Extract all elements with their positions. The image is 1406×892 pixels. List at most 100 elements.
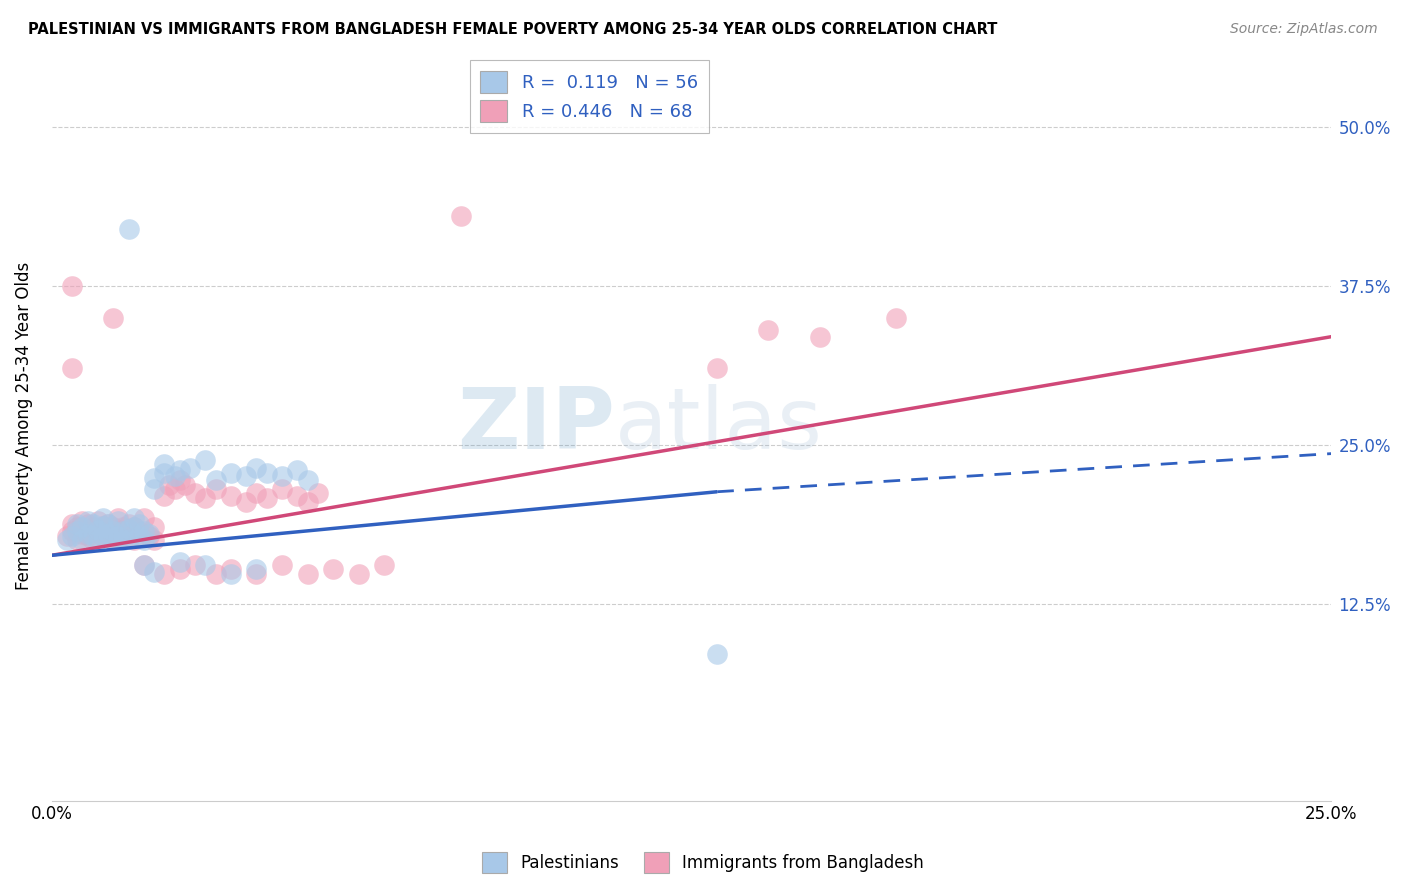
Point — [82, 529, 104, 543]
Point — [91, 511, 114, 525]
Point — [101, 533, 124, 547]
Point — [297, 567, 319, 582]
Point — [97, 526, 120, 541]
Point — [307, 486, 329, 500]
Point — [194, 453, 217, 467]
Point — [169, 473, 191, 487]
Point — [122, 533, 145, 547]
Point — [101, 310, 124, 325]
Point — [82, 533, 104, 547]
Point — [101, 533, 124, 547]
Point — [194, 491, 217, 505]
Point — [143, 471, 166, 485]
Point — [72, 514, 94, 528]
Point — [245, 460, 267, 475]
Point — [66, 533, 89, 547]
Point — [97, 516, 120, 531]
Point — [184, 558, 207, 573]
Point — [153, 466, 176, 480]
Point — [204, 473, 226, 487]
Point — [235, 469, 257, 483]
Point — [143, 482, 166, 496]
Point — [297, 473, 319, 487]
Point — [76, 526, 98, 541]
Point — [143, 565, 166, 579]
Point — [132, 533, 155, 547]
Point — [66, 520, 89, 534]
Point — [87, 514, 110, 528]
Point — [117, 526, 139, 541]
Point — [128, 516, 150, 531]
Point — [132, 524, 155, 538]
Point — [112, 533, 135, 547]
Point — [60, 524, 83, 538]
Point — [347, 567, 370, 582]
Point — [138, 526, 160, 541]
Point — [204, 567, 226, 582]
Point — [87, 523, 110, 537]
Point — [159, 478, 181, 492]
Point — [107, 511, 129, 525]
Point — [132, 511, 155, 525]
Point — [132, 558, 155, 573]
Point — [60, 278, 83, 293]
Point — [245, 562, 267, 576]
Point — [235, 495, 257, 509]
Point — [87, 524, 110, 538]
Point — [287, 489, 309, 503]
Y-axis label: Female Poverty Among 25-34 Year Olds: Female Poverty Among 25-34 Year Olds — [15, 261, 32, 590]
Point — [117, 522, 139, 536]
Text: ZIP: ZIP — [457, 384, 614, 467]
Point — [97, 516, 120, 531]
Point — [66, 516, 89, 531]
Point — [245, 486, 267, 500]
Point — [163, 482, 186, 496]
Point — [153, 489, 176, 503]
Point — [179, 460, 201, 475]
Point — [112, 524, 135, 538]
Point — [112, 520, 135, 534]
Text: PALESTINIAN VS IMMIGRANTS FROM BANGLADESH FEMALE POVERTY AMONG 25-34 YEAR OLDS C: PALESTINIAN VS IMMIGRANTS FROM BANGLADES… — [28, 22, 997, 37]
Point — [60, 361, 83, 376]
Point — [219, 562, 242, 576]
Point — [756, 323, 779, 337]
Point — [245, 567, 267, 582]
Point — [122, 520, 145, 534]
Point — [76, 529, 98, 543]
Point — [60, 529, 83, 543]
Point — [169, 555, 191, 569]
Point — [169, 562, 191, 576]
Point — [107, 529, 129, 543]
Legend: Palestinians, Immigrants from Bangladesh: Palestinians, Immigrants from Bangladesh — [475, 846, 931, 880]
Point — [117, 516, 139, 531]
Point — [107, 514, 129, 528]
Point — [72, 526, 94, 541]
Point — [122, 520, 145, 534]
Point — [886, 310, 908, 325]
Point — [194, 558, 217, 573]
Point — [56, 529, 79, 543]
Point — [91, 529, 114, 543]
Point — [163, 469, 186, 483]
Point — [271, 558, 294, 573]
Point — [128, 529, 150, 543]
Point — [72, 520, 94, 534]
Point — [256, 491, 278, 505]
Point — [271, 482, 294, 496]
Point — [138, 529, 160, 543]
Point — [706, 648, 728, 662]
Point — [101, 524, 124, 538]
Point — [91, 519, 114, 533]
Point — [76, 514, 98, 528]
Point — [87, 533, 110, 547]
Point — [373, 558, 395, 573]
Point — [169, 463, 191, 477]
Point — [101, 520, 124, 534]
Point — [56, 533, 79, 547]
Point — [287, 463, 309, 477]
Point — [143, 520, 166, 534]
Text: Source: ZipAtlas.com: Source: ZipAtlas.com — [1230, 22, 1378, 37]
Point — [107, 524, 129, 538]
Point — [271, 469, 294, 483]
Point — [72, 533, 94, 547]
